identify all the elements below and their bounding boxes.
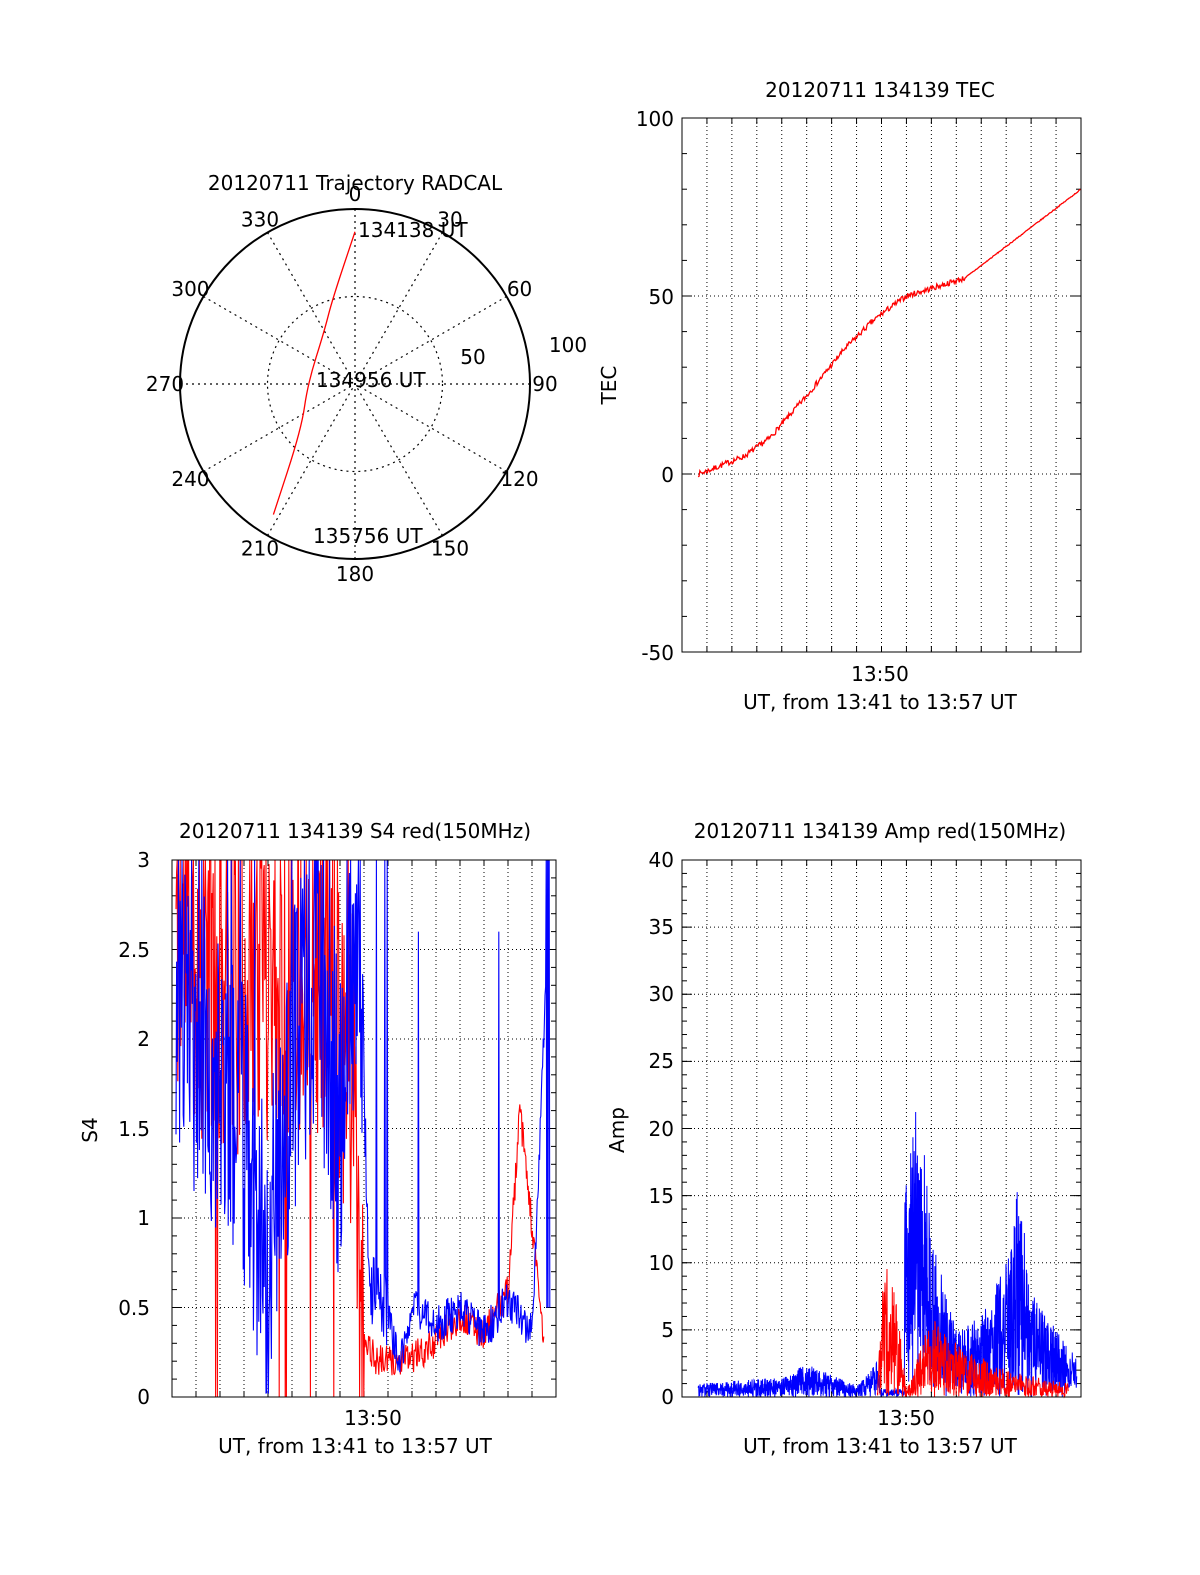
amp-ytick-label: 5	[661, 1318, 674, 1342]
s4-series-blue	[175, 859, 551, 1394]
polar-azimuth-label: 300	[171, 277, 209, 301]
s4-title: 20120711 134139 S4 red(150MHz)	[179, 819, 531, 843]
s4-xtick-label: 13:50	[344, 1406, 402, 1430]
polar-azimuth-label: 150	[431, 537, 469, 561]
amp-ylabel: Amp	[605, 1107, 629, 1153]
amp-frame	[681, 859, 1082, 1398]
s4-ytick-label: 1	[137, 1206, 150, 1230]
trajectory-panel: 20120711 Trajectory RADCAL 0 30 60 90 120 150…	[146, 171, 587, 586]
tec-ytick-label: 100	[636, 107, 674, 131]
s4-grid	[172, 859, 556, 1398]
amp-xlabel: UT, from 13:41 to 13:57 UT	[743, 1434, 1018, 1458]
polar-spoke	[266, 232, 444, 536]
amp-ytick-label: 20	[649, 1117, 674, 1141]
polar-grid	[180, 209, 530, 559]
amp-title: 20120711 134139 Amp red(150MHz)	[694, 819, 1066, 843]
tec-series-line	[697, 188, 1081, 478]
trajectory-line	[272, 231, 356, 515]
polar-azimuth-labels: 0 30 60 90 120 150 180 210 240 270 300 330	[146, 182, 558, 586]
amp-ytick-label: 35	[649, 915, 674, 939]
amp-ytick-label: 25	[649, 1049, 674, 1073]
amp-ytick-label: 15	[649, 1184, 674, 1208]
s4-xlabel: UT, from 13:41 to 13:57 UT	[218, 1434, 493, 1458]
s4-ytick-label: 0.5	[118, 1296, 150, 1320]
amp-series-blue	[697, 1111, 1078, 1398]
s4-frame	[171, 859, 557, 1398]
polar-outer-ring	[179, 208, 531, 560]
polar-azimuth-label: 210	[241, 537, 279, 561]
amp-ytick-label: 0	[661, 1385, 674, 1409]
polar-azimuth-label: 60	[507, 277, 532, 301]
polar-ring-50	[266, 295, 444, 473]
s4-ytick-label: 2.5	[118, 938, 150, 962]
polar-azimuth-label: 180	[336, 562, 374, 586]
amp-xtick-label: 13:50	[877, 1406, 935, 1430]
tec-grid	[682, 117, 1081, 653]
tec-title: 20120711 134139 TEC	[765, 78, 995, 102]
trajectory-title: 20120711 Trajectory RADCAL	[208, 171, 503, 195]
polar-azimuth-label: 240	[171, 467, 209, 491]
tec-ytick-label: 50	[649, 285, 674, 309]
amp-yticklabels: 0 5 10 15 20 25 30 35 40	[649, 848, 674, 1409]
tec-ytick-label: 0	[661, 463, 674, 487]
s4-panel: 20120711 134139 S4 red(150MHz) 0 0.5 1 1…	[78, 819, 557, 1458]
polar-azimuth-label: 270	[146, 372, 184, 396]
s4-ytick-label: 2	[137, 1027, 150, 1051]
tec-ytick-label: -50	[641, 641, 674, 665]
amp-panel: 20120711 134139 Amp red(150MHz) 0 5 10 1…	[605, 819, 1082, 1458]
s4-ylabel: S4	[78, 1117, 102, 1142]
polar-azimuth-label: 120	[500, 467, 538, 491]
amp-ytick-label: 40	[649, 848, 674, 872]
tec-frame	[681, 117, 1082, 653]
tec-panel: 20120711 134139 TEC 13:50 UT, from 13:41…	[597, 78, 1082, 714]
polar-azimuth-label: 90	[532, 372, 557, 396]
s4-yticklabels: 0 0.5 1 1.5 2 2.5 3	[118, 848, 150, 1409]
tec-xlabel: UT, from 13:41 to 13:57 UT	[743, 690, 1018, 714]
s4-ytick-label: 0	[137, 1385, 150, 1409]
tec-xtick-label: 13:50	[851, 662, 909, 686]
polar-radial-label-100: 100	[549, 333, 587, 357]
amp-ytick-label: 10	[649, 1251, 674, 1275]
s4-ytick-label: 1.5	[118, 1117, 150, 1141]
trajectory-end-label: 135756 UT	[313, 524, 423, 548]
trajectory-center-label: 134956 UT	[316, 368, 426, 392]
trajectory-start-label: 134138 UT	[358, 218, 468, 242]
polar-azimuth-label: 330	[241, 207, 279, 231]
s4-ytick-label: 3	[137, 848, 150, 872]
tec-yticklabels: -50 0 50 100	[636, 107, 674, 665]
tec-ylabel: TEC	[597, 366, 621, 406]
amp-ytick-label: 30	[649, 982, 674, 1006]
polar-azimuth-label: 30	[437, 207, 462, 231]
polar-radial-label-50: 50	[460, 345, 485, 369]
amp-series-red	[876, 1268, 1069, 1399]
polar-azimuth-label: 0	[349, 182, 362, 206]
